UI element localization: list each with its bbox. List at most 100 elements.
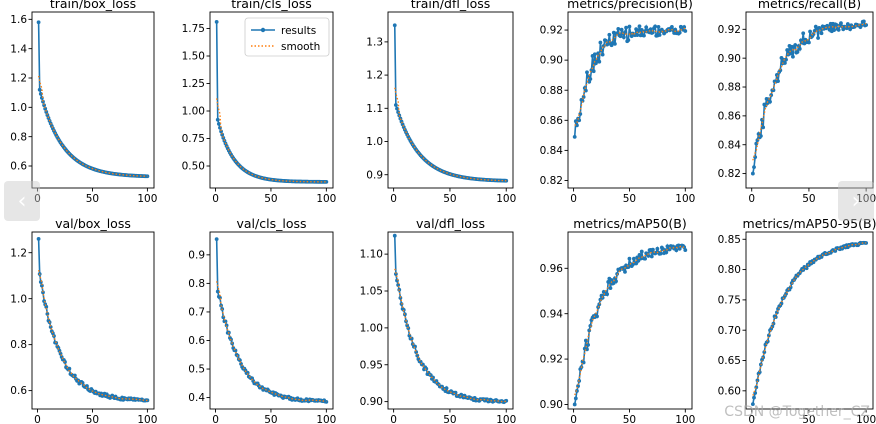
y-tick-label: 1.2 (10, 247, 27, 259)
y-tick-label: 0.82 (718, 168, 741, 180)
data-point (627, 24, 632, 29)
y-tick-label: 0.92 (718, 24, 741, 36)
x-tick-label: 100 (316, 193, 336, 205)
smooth-line (216, 281, 327, 402)
y-tick-label: 1.0 (366, 136, 383, 148)
data-point (85, 384, 89, 388)
y-tick-label: 0.9 (366, 169, 383, 181)
y-tick-label: 0.50 (182, 161, 205, 173)
chart-panel: train/box_loss 0 50 100 0.6 0.8 1.0 1.2 1.4 1.6 (10, 0, 157, 205)
x-tick-label: 0 (570, 414, 577, 424)
x-tick-label: 0 (570, 193, 577, 205)
data-point (598, 40, 603, 45)
data-point (793, 43, 798, 47)
prev-slide-button[interactable]: ‹ (4, 181, 40, 221)
x-tick-label: 50 (443, 414, 456, 424)
data-point (834, 22, 839, 27)
data-point (48, 325, 53, 329)
data-point (597, 302, 602, 307)
data-point (621, 35, 626, 40)
y-tick-label: 0.90 (540, 55, 563, 67)
smooth-line (752, 22, 867, 161)
x-tick-label: 50 (264, 193, 277, 205)
y-tick-label: 1.50 (182, 51, 205, 63)
y-tick-label: 0.5 (188, 364, 205, 376)
data-point (637, 252, 642, 257)
data-point (398, 295, 403, 300)
data-point (797, 46, 802, 51)
data-point (624, 25, 628, 30)
data-point (221, 135, 226, 140)
data-point (580, 98, 585, 103)
data-point (785, 48, 790, 52)
data-point (619, 27, 624, 32)
data-point (643, 256, 647, 261)
data-point (224, 323, 229, 328)
x-tick-label: 50 (623, 193, 636, 205)
chart-title: metrics/mAP50(B) (573, 216, 686, 231)
y-tick-label: 0.65 (718, 355, 741, 367)
smooth-line (37, 269, 148, 402)
x-tick-label: 0 (748, 414, 755, 424)
y-tick-label: 0.86 (540, 115, 564, 127)
chart-title: metrics/recall(B) (758, 0, 861, 11)
y-tick-label: 0.95 (360, 359, 383, 371)
data-point (583, 338, 588, 343)
data-point (832, 28, 836, 32)
y-tick-label: 0.92 (540, 25, 563, 37)
x-tick-label: 50 (443, 193, 456, 205)
y-tick-label: 0.6 (188, 335, 205, 347)
data-point (444, 386, 449, 390)
data-point (592, 52, 597, 57)
y-tick-label: 0.70 (718, 325, 741, 337)
data-point (819, 31, 824, 36)
y-tick-label: 1.75 (182, 23, 205, 35)
y-tick-label: 1.00 (182, 106, 205, 118)
results-line (393, 25, 507, 182)
x-tick-label: 50 (802, 414, 815, 424)
data-point (393, 272, 398, 276)
data-point (223, 319, 228, 324)
data-point (669, 25, 674, 29)
x-tick-label: 100 (496, 193, 516, 205)
chart-title: train/cls_loss (231, 0, 312, 11)
x-tick-label: 50 (86, 414, 99, 424)
data-point (655, 246, 660, 251)
data-point (750, 171, 755, 176)
smooth-line (216, 98, 327, 183)
legend: results smooth (244, 17, 330, 57)
y-tick-label: 1.2 (10, 73, 27, 85)
series-group (36, 20, 150, 179)
chart-panel: train/dfl_loss 0 50 100 0.9 1.0 1.1 1.2 1.3 (366, 0, 516, 205)
data-point (762, 350, 767, 355)
data-point (215, 289, 220, 294)
y-tick-label: 1.3 (366, 36, 383, 48)
y-tick-label: 0.75 (182, 133, 205, 145)
x-tick-label: 0 (34, 414, 41, 424)
y-tick-label: 1.2 (366, 70, 383, 82)
data-point (392, 233, 397, 238)
x-tick-label: 0 (748, 193, 755, 205)
data-point (664, 250, 669, 255)
y-tick-label: 0.96 (540, 263, 564, 275)
data-point (609, 278, 614, 282)
data-point (215, 117, 220, 122)
data-point (597, 59, 602, 64)
chevron-right-icon: › (851, 188, 861, 214)
data-point (36, 20, 41, 25)
data-point (758, 134, 763, 138)
x-tick-label: 50 (264, 414, 277, 424)
data-point (214, 237, 219, 242)
x-tick-label: 100 (316, 414, 336, 424)
data-point (43, 106, 48, 111)
data-point (761, 125, 766, 130)
data-point (646, 253, 651, 258)
data-point (807, 40, 811, 45)
data-point (639, 249, 644, 254)
data-point (795, 50, 800, 54)
data-point (623, 30, 627, 35)
axes-frame (387, 231, 514, 410)
data-point (572, 134, 577, 139)
next-slide-button[interactable]: › (838, 181, 874, 221)
